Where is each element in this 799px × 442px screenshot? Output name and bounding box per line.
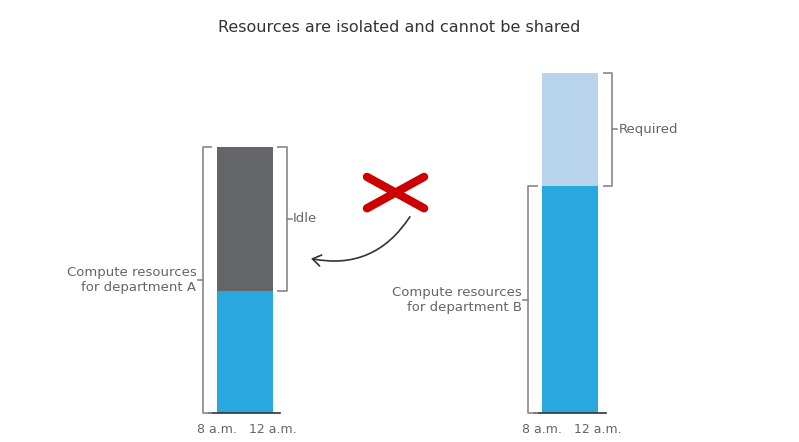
Text: 8 a.m.: 8 a.m. (523, 423, 562, 435)
Text: Required: Required (618, 123, 678, 136)
Bar (543, 186, 598, 413)
Text: Resources are isolated and cannot be shared: Resources are isolated and cannot be sha… (218, 20, 581, 35)
Text: Compute resources
for department A: Compute resources for department A (66, 266, 197, 294)
Text: 12 a.m.: 12 a.m. (574, 423, 622, 435)
Text: Compute resources
for department B: Compute resources for department B (392, 286, 522, 313)
Bar (217, 291, 272, 413)
Text: 12 a.m.: 12 a.m. (248, 423, 296, 435)
Bar (543, 72, 598, 186)
Text: 8 a.m.: 8 a.m. (197, 423, 237, 435)
FancyArrowPatch shape (312, 217, 410, 266)
Text: Idle: Idle (293, 212, 317, 225)
Bar (217, 147, 272, 291)
